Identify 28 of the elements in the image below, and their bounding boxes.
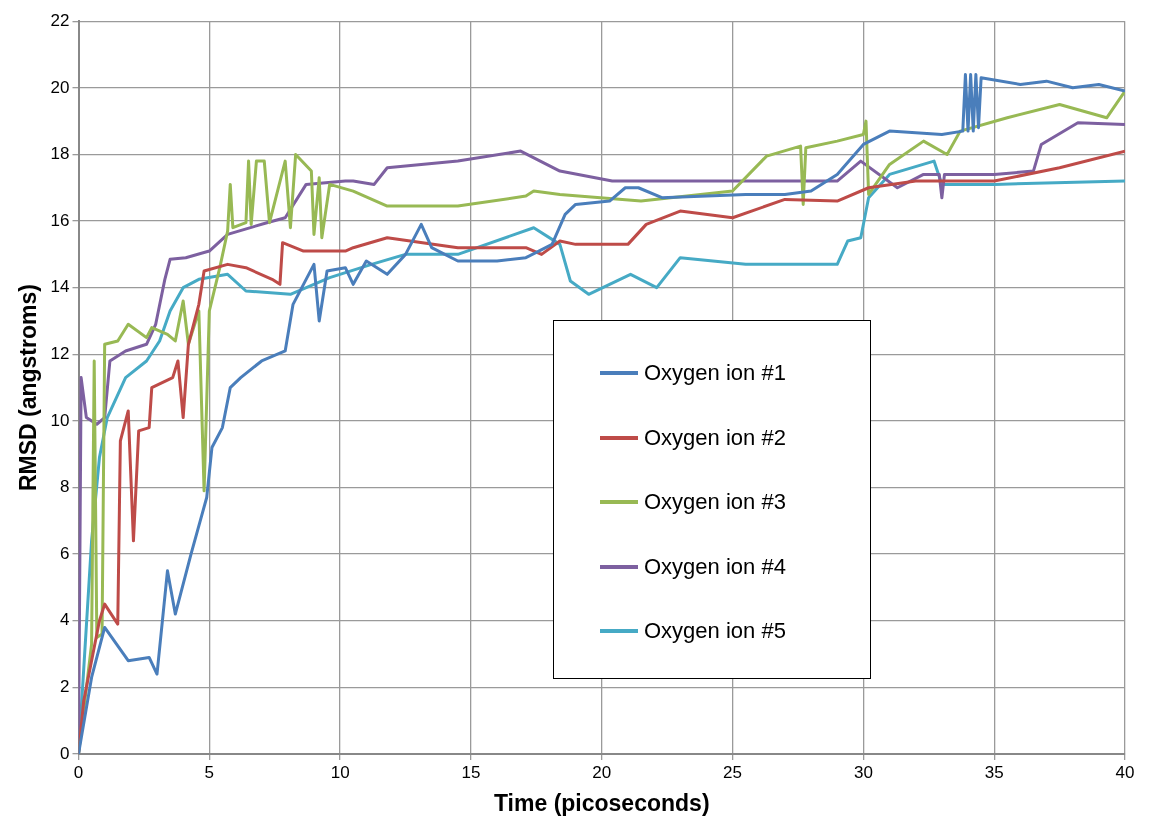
legend-label: Oxygen ion #3 (644, 489, 786, 516)
y-tick-label: 18 (50, 144, 70, 164)
x-tick-label: 15 (461, 762, 481, 782)
y-axis-title: RMSD (angstroms) (15, 284, 42, 492)
x-tick-label: 30 (853, 762, 873, 782)
x-tick-label: 25 (723, 762, 743, 782)
x-axis-title: Time (picoseconds) (493, 789, 710, 816)
y-tick-label: 0 (60, 743, 70, 763)
y-tick-label: 14 (50, 277, 70, 297)
y-tick-label: 6 (60, 543, 70, 563)
x-tick-label: 40 (1115, 762, 1135, 782)
y-tick-label: 22 (50, 10, 70, 30)
y-tick-label: 2 (60, 677, 70, 697)
x-tick-label: 0 (73, 762, 84, 782)
legend-label: Oxygen ion #1 (644, 360, 786, 387)
legend-label: Oxygen ion #4 (644, 553, 786, 580)
x-tick-label: 20 (592, 762, 612, 782)
y-tick-label: 16 (50, 210, 70, 230)
x-tick-label: 35 (984, 762, 1004, 782)
y-tick-label: 12 (50, 343, 70, 363)
x-tick-label: 10 (330, 762, 350, 782)
legend-label: Oxygen ion #5 (644, 618, 786, 645)
x-tick-label: 5 (204, 762, 215, 782)
y-tick-label: 4 (60, 610, 70, 630)
y-tick-label: 10 (50, 410, 70, 430)
legend-label: Oxygen ion #2 (644, 424, 786, 451)
y-tick-label: 20 (50, 77, 70, 97)
y-tick-label: 8 (60, 477, 70, 497)
